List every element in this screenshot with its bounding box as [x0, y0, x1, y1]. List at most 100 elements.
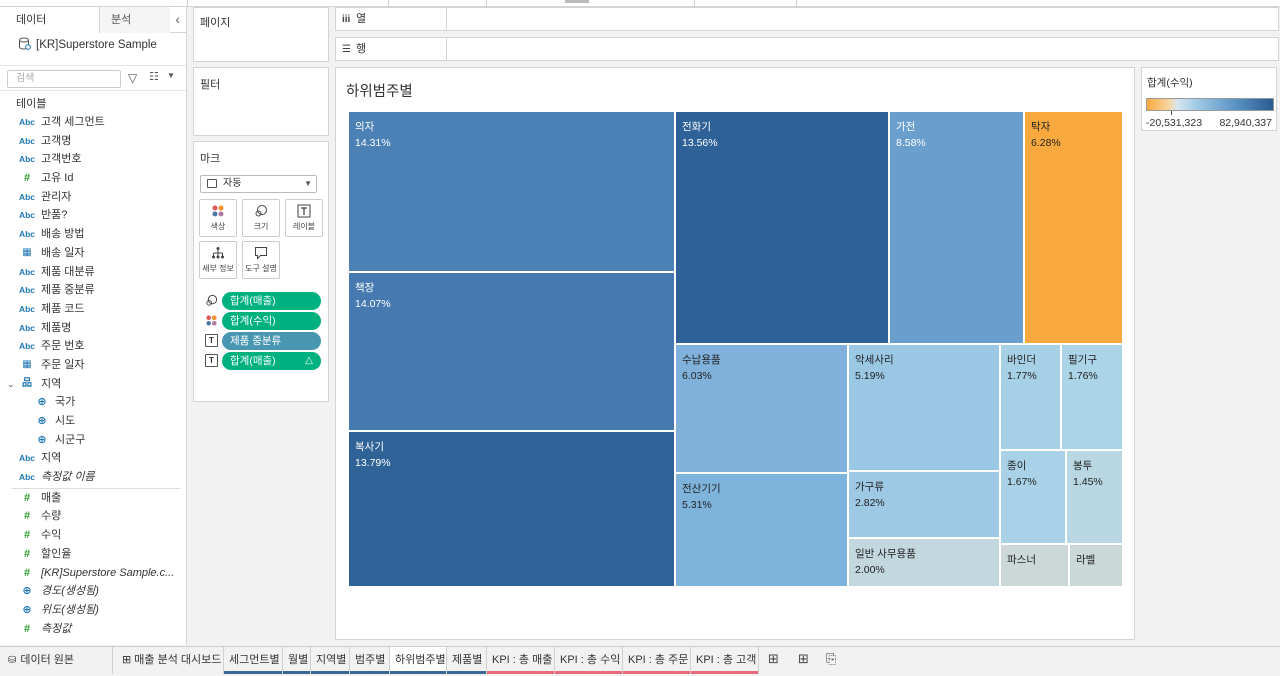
pill-sum-sales-2[interactable]: 합계(매출) △ — [222, 352, 321, 370]
treemap-cell[interactable]: 책장 14.07% — [348, 272, 675, 431]
sheet-tab[interactable]: 하위범주별 — [390, 647, 447, 674]
pill-sum-profit[interactable]: 합계(수익) — [222, 312, 321, 330]
field-label: 고객 세그먼트 — [41, 116, 105, 128]
new-dashboard-icon[interactable]: ⊞ — [798, 651, 809, 666]
field-item[interactable]: ⊕ 경도(생성됨) — [0, 582, 186, 601]
field-item[interactable]: ⊕ 시도 — [0, 412, 186, 431]
field-label: 경도(생성됨) — [41, 585, 99, 598]
sheet-tab-label: 매출 분석 대시보드 — [134, 654, 222, 666]
field-item[interactable]: # 매출 — [0, 489, 186, 508]
pages-card[interactable]: 페이지 — [193, 7, 329, 62]
sheet-tab[interactable]: 월별 — [283, 647, 311, 674]
mark-type-dropdown[interactable]: 자동 ▼ — [200, 175, 317, 193]
field-item[interactable]: Abc 제품명 — [0, 319, 186, 338]
label-button[interactable]: 레이블 — [285, 199, 323, 237]
field-item[interactable]: Abc 배송 방법 — [0, 225, 186, 244]
field-item[interactable]: Abc 측정값 이름 — [0, 468, 186, 487]
field-item[interactable]: Abc 고객명 — [0, 132, 186, 151]
field-item[interactable]: # 측정값 — [0, 620, 186, 639]
tab-analysis[interactable]: 분석 — [100, 7, 170, 33]
chevron-down-icon[interactable]: ▼ — [167, 71, 175, 80]
toolbar-separator — [388, 0, 389, 6]
cell-name: 책장 — [355, 282, 375, 294]
sheet-tab[interactable]: 제품별 — [447, 647, 487, 674]
field-item[interactable]: Abc 제품 코드 — [0, 300, 186, 319]
treemap-cell[interactable]: 탁자 6.28% — [1024, 111, 1123, 344]
color-button[interactable]: 색상 — [199, 199, 237, 237]
field-item[interactable]: ⊕ 시군구 — [0, 431, 186, 450]
treemap-cell[interactable]: 복사기 13.79% — [348, 431, 675, 587]
treemap-cell[interactable]: 봉투 1.45% — [1066, 450, 1123, 544]
detail-button[interactable]: 세부 정보 — [199, 241, 237, 279]
treemap-cell[interactable]: 수납용품 6.03% — [675, 344, 848, 473]
treemap-cell[interactable]: 바인더 1.77% — [1000, 344, 1061, 450]
field-item[interactable]: Abc 제품 중분류 — [0, 281, 186, 300]
rows-shelf[interactable]: ☰ 행 — [335, 37, 1279, 61]
sheet-tab[interactable]: 세그먼트별 — [224, 647, 283, 674]
field-item[interactable]: ▦ 배송 일자 — [0, 244, 186, 263]
field-item[interactable]: Abc 반품? — [0, 206, 186, 225]
treemap-cell[interactable]: 종이 1.67% — [1000, 450, 1066, 544]
field-item[interactable]: ⌄ 品 지역 — [0, 375, 186, 394]
measure-type-icon: # — [23, 510, 31, 523]
list-view-icon[interactable]: ☷ — [149, 71, 159, 83]
expand-chevron-icon[interactable]: ⌄ — [7, 378, 15, 389]
treemap-cell[interactable]: 라벨 — [1069, 544, 1123, 587]
field-item[interactable]: # 할인율 — [0, 545, 186, 564]
sheet-tab[interactable]: 지역별 — [311, 647, 350, 674]
color-legend[interactable]: 합계(수익) -20,531,323 82,940,337 — [1141, 67, 1277, 131]
size-button[interactable]: 크기 — [242, 199, 280, 237]
globe-icon: ⊕ — [22, 585, 32, 598]
treemap-cell[interactable]: 파스너 — [1000, 544, 1069, 587]
field-label: 수량 — [41, 510, 62, 523]
sheet-tab[interactable]: 범주별 — [350, 647, 390, 674]
cell-name: 파스너 — [1007, 554, 1036, 566]
field-item[interactable]: Abc 고객 세그먼트 — [0, 113, 186, 132]
pill-subcategory[interactable]: 제품 중분류 — [222, 332, 321, 350]
new-worksheet-icon[interactable]: ⊞ — [768, 651, 779, 666]
treemap-cell[interactable]: 전산기기 5.31% — [675, 473, 848, 587]
treemap-cell[interactable]: 의자 14.31% — [348, 111, 675, 272]
treemap-cell[interactable]: 가전 8.58% — [889, 111, 1024, 344]
treemap-cell[interactable]: 전화기 13.56% — [675, 111, 889, 344]
field-item[interactable]: # [KR]Superstore Sample.c... — [0, 564, 186, 583]
tab-datasource[interactable]: ⛁ 데이터 원본 — [0, 647, 113, 674]
string-type-icon: Abc — [18, 229, 36, 240]
field-item[interactable]: ▦ 주문 일자 — [0, 356, 186, 375]
pill-sum-sales[interactable]: 합계(매출) — [222, 292, 321, 310]
treemap-cell[interactable]: 필기구 1.76% — [1061, 344, 1123, 450]
filters-card[interactable]: 필터 — [193, 67, 329, 136]
sheet-tab[interactable]: KPI : 총 주문 — [623, 647, 691, 674]
new-story-icon[interactable]: ⎘ — [826, 651, 837, 666]
cell-name: 수납용품 — [682, 354, 721, 366]
treemap-cell[interactable]: 가구류 2.82% — [848, 471, 1000, 538]
field-item[interactable]: # 수량 — [0, 507, 186, 526]
chevron-left-icon[interactable]: ‹ — [175, 11, 180, 27]
field-item[interactable]: ⊕ 위도(생성됨) — [0, 601, 186, 620]
datasource-item[interactable]: [KR]Superstore Sample — [0, 33, 186, 59]
treemap-cell[interactable]: 일반 사무용품 2.00% — [848, 538, 1000, 587]
columns-shelf[interactable]: iii 열 — [335, 7, 1279, 31]
treemap-cell[interactable]: 악세사리 5.19% — [848, 344, 1000, 471]
sheet-tab[interactable]: KPI : 총 고객 — [691, 647, 759, 674]
field-item[interactable]: Abc 고객번호 — [0, 150, 186, 169]
toolbar-separator — [486, 0, 487, 6]
tab-data[interactable]: 데이터 — [0, 7, 100, 33]
detail-button-label: 세부 정보 — [202, 264, 234, 273]
sheet-tab[interactable]: KPI : 총 수익 — [555, 647, 623, 674]
field-item[interactable]: Abc 지역 — [0, 449, 186, 468]
field-item[interactable]: # 고유 Id — [0, 169, 186, 188]
tooltip-button[interactable]: 도구 설명 — [242, 241, 280, 279]
field-item[interactable]: ⊕ 국가 — [0, 393, 186, 412]
field-item[interactable]: Abc 주문 번호 — [0, 337, 186, 356]
field-list: Abc 고객 세그먼트 Abc 고객명 Abc 고객번호 # 고유 Id Abc 관리자 Abc 반품… — [0, 113, 186, 638]
sheet-tab[interactable]: KPI : 총 매출 — [487, 647, 555, 674]
sheet-tab[interactable]: ⊞ 매출 분석 대시보드 — [113, 647, 224, 674]
marks-card: 마크 자동 ▼ 색상 크기 레이블 세부 정보 도구 설명 합계(매출) 합계(… — [193, 141, 329, 402]
filter-icon[interactable]: ▽ — [128, 71, 138, 85]
field-item[interactable]: Abc 제품 대분류 — [0, 263, 186, 282]
field-item[interactable]: Abc 관리자 — [0, 188, 186, 207]
field-item[interactable]: # 수익 — [0, 526, 186, 545]
sheet-title: 하위범주별 — [346, 84, 413, 100]
search-input[interactable]: 검색 — [7, 70, 121, 88]
